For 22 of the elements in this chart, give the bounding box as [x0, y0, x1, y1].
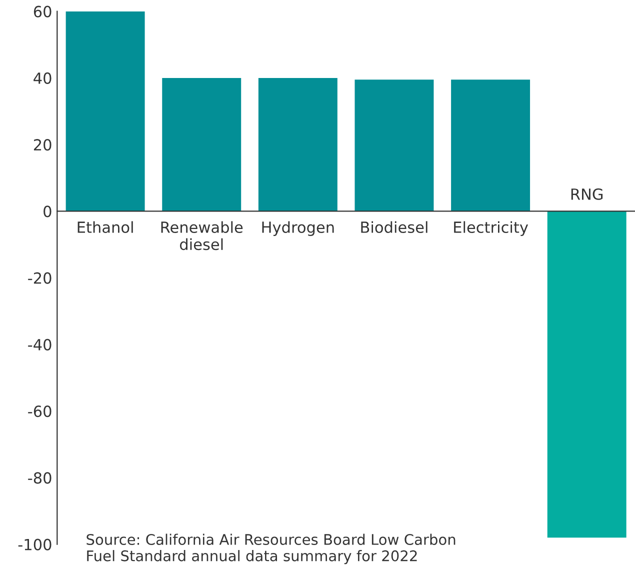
y-tick-label: 20 — [34, 139, 52, 151]
y-tick-label: 40 — [34, 72, 52, 84]
y-tick-label: 0 — [44, 206, 52, 218]
y-tick-label: -40 — [28, 338, 52, 350]
x-tick-label: Renewable diesel — [161, 221, 243, 250]
y-tick-label: 60 — [34, 6, 52, 18]
y-tick-label: -100 — [18, 538, 52, 550]
y-tick-label: -60 — [28, 406, 52, 418]
bar — [162, 78, 242, 212]
x-tick-label: Hydrogen — [262, 221, 334, 236]
x-tick-label: Ethanol — [78, 221, 133, 234]
x-tick-label: RNG — [571, 188, 603, 200]
annotation: Source: California Air Resources Board Low Carbon Fuel Standard annual data summary for 2022 — [86, 534, 456, 564]
bar — [258, 78, 338, 212]
y-tick-label: -80 — [28, 472, 52, 484]
x-tick-label: Electricity — [454, 221, 528, 236]
bar — [547, 211, 626, 538]
y-tick-label: -20 — [28, 272, 52, 284]
x-tick-label: Biodiesel — [361, 221, 428, 234]
bar — [354, 80, 434, 212]
bar — [451, 80, 530, 212]
bar — [66, 11, 145, 212]
